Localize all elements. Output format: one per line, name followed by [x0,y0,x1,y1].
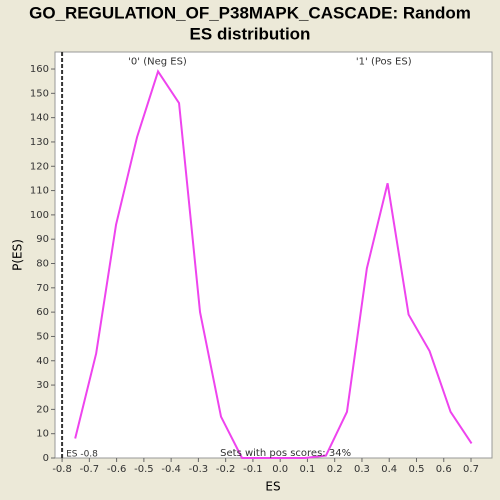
x-tick-label: 0.3 [354,464,370,475]
chart-title: ES distribution [190,24,311,43]
chart-title: GO_REGULATION_OF_P38MAPK_CASCADE: Random [29,3,471,22]
x-tick-label: 0.7 [463,464,479,475]
x-tick-label: -0.4 [161,464,181,475]
x-tick-label: 0.6 [436,464,452,475]
x-tick-label: 0.2 [327,464,343,475]
y-tick-label: 20 [36,404,49,415]
y-tick-label: 40 [36,356,49,367]
y-tick-label: 80 [36,259,49,270]
x-tick-label: -0.8 [52,464,72,475]
y-tick-label: 70 [36,283,49,294]
x-tick-label: -0.5 [134,464,154,475]
observed-es-label: ES -0.8 [66,450,98,460]
y-tick-label: 150 [30,88,49,99]
y-tick-label: 110 [30,186,49,197]
annotation: '1' (Pos ES) [356,57,412,68]
x-tick-label: -0.2 [216,464,236,475]
x-tick-label: 0.0 [272,464,288,475]
annotation: Sets with pos scores: 34% [220,448,351,459]
x-tick-label: 0.5 [409,464,425,475]
y-tick-label: 10 [36,429,49,440]
y-tick-label: 130 [30,137,49,148]
series-line [74,69,473,459]
x-tick-label: -0.7 [80,464,100,475]
y-tick-label: 120 [30,161,49,172]
y-tick-label: 60 [36,307,49,318]
y-tick-label: 140 [30,113,49,124]
plot-area [54,51,493,459]
y-tick-label: 160 [30,64,49,75]
x-tick-label: 0.1 [299,464,315,475]
y-tick-label: 50 [36,331,49,342]
x-tick-label: -0.6 [107,464,127,475]
y-tick-label: 90 [36,234,49,245]
x-tick-label: 0.4 [381,464,397,475]
x-tick-label: -0.1 [243,464,263,475]
y-tick-label: 100 [30,210,49,221]
y-tick-label: 0 [43,453,49,464]
y-axis-label: P(ES) [11,239,25,271]
x-axis-label: ES [265,480,280,494]
annotation: '0' (Neg ES) [128,57,187,68]
y-tick-label: 30 [36,380,49,391]
x-tick-label: -0.3 [189,464,209,475]
